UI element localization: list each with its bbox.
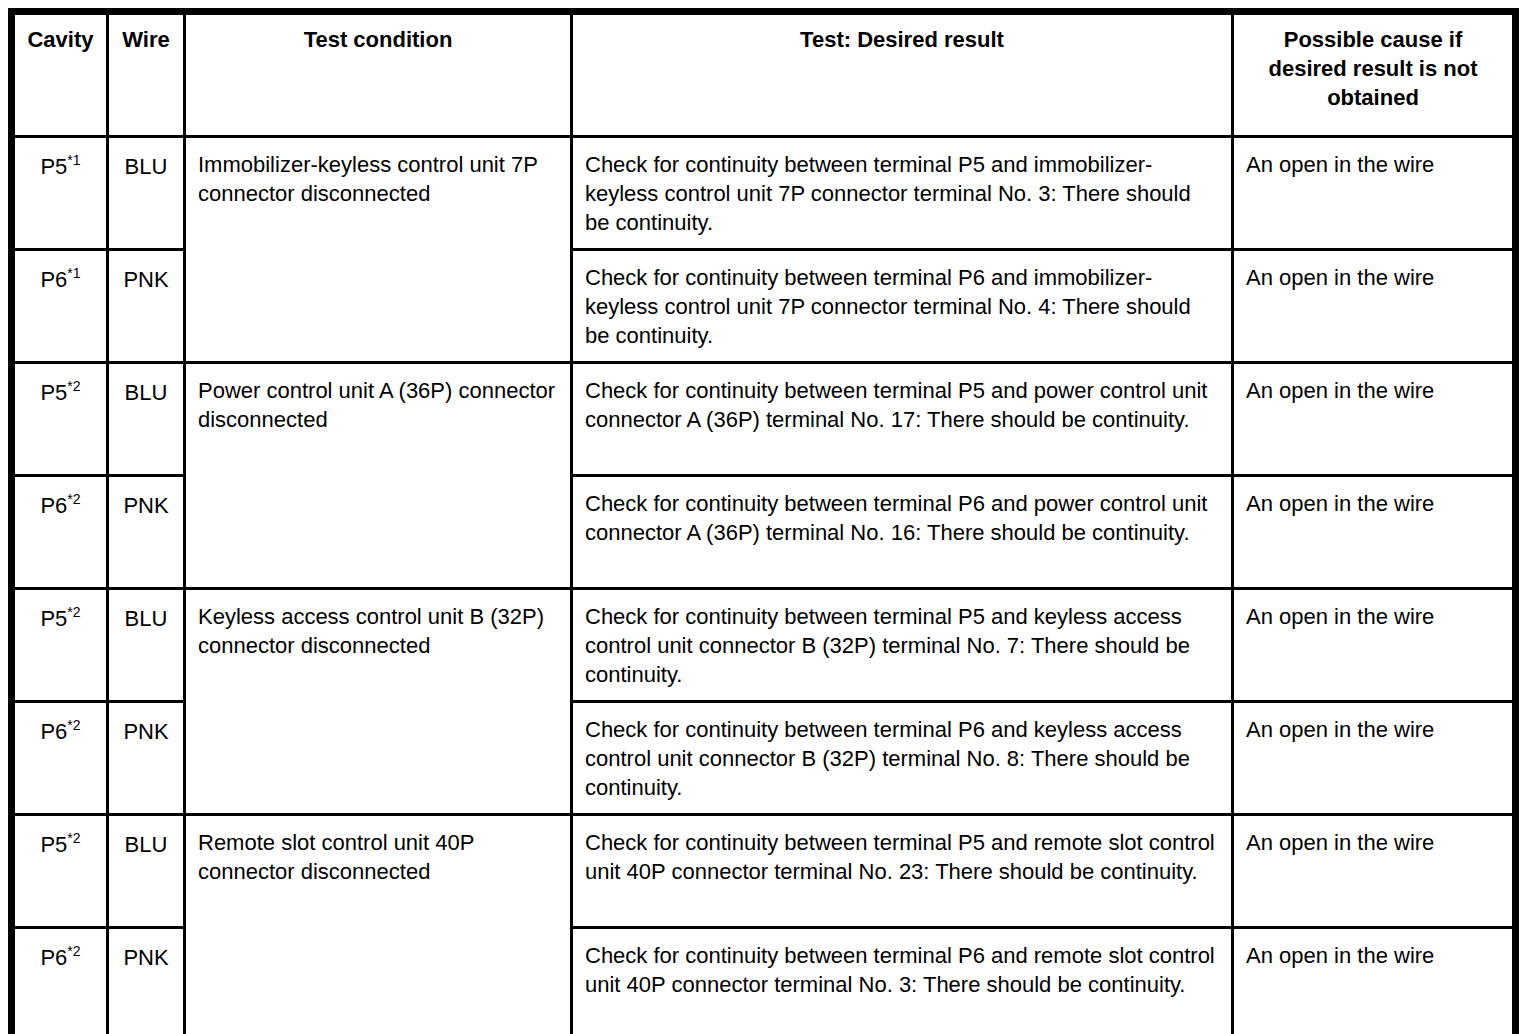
cavity-footnote-ref: *2 [67, 604, 80, 620]
cavity-footnote-ref: *2 [67, 943, 80, 959]
possible-cause-cell: An open in the wire [1233, 250, 1516, 363]
cavity-cell: P5*2 [12, 589, 108, 702]
possible-cause-cell: An open in the wire [1233, 589, 1516, 702]
cavity-footnote-ref: *2 [67, 830, 80, 846]
cavity-footnote-ref: *1 [67, 152, 80, 168]
col-header-wire: Wire [108, 12, 185, 137]
header-row: Cavity Wire Test condition Test: Desired… [12, 12, 1516, 137]
cavity-footnote-ref: *2 [67, 491, 80, 507]
cavity-cell: P5*1 [12, 137, 108, 250]
cavity-cell: P5*2 [12, 815, 108, 928]
test-condition-cell: Remote slot control unit 40P connector d… [185, 815, 572, 1034]
desired-result-cell: Check for continuity between terminal P5… [572, 589, 1233, 702]
col-header-possible-cause: Possible cause if desired result is not … [1233, 12, 1516, 137]
table-row: P5*2 BLU Remote slot control unit 40P co… [12, 815, 1516, 928]
wire-cell: BLU [108, 589, 185, 702]
cavity-value: P5 [40, 606, 67, 631]
test-condition-cell: Power control unit A (36P) connector dis… [185, 363, 572, 589]
col-header-desired-result: Test: Desired result [572, 12, 1233, 137]
desired-result-cell: Check for continuity between terminal P5… [572, 363, 1233, 476]
col-header-test-condition: Test condition [185, 12, 572, 137]
wire-cell: BLU [108, 815, 185, 928]
cavity-cell: P6*2 [12, 702, 108, 815]
cavity-cell: P5*2 [12, 363, 108, 476]
cavity-cell: P6*2 [12, 928, 108, 1034]
col-header-cavity: Cavity [12, 12, 108, 137]
table-row: P5*2 BLU Power control unit A (36P) conn… [12, 363, 1516, 476]
possible-cause-cell: An open in the wire [1233, 137, 1516, 250]
wire-cell: PNK [108, 928, 185, 1034]
cavity-value: P5 [40, 154, 67, 179]
wire-cell: PNK [108, 250, 185, 363]
desired-result-cell: Check for continuity between terminal P6… [572, 476, 1233, 589]
test-condition-cell: Immobilizer-keyless control unit 7P conn… [185, 137, 572, 363]
cavity-cell: P6*1 [12, 250, 108, 363]
desired-result-cell: Check for continuity between terminal P6… [572, 250, 1233, 363]
possible-cause-cell: An open in the wire [1233, 476, 1516, 589]
cavity-value: P6 [40, 493, 67, 518]
continuity-test-table: Cavity Wire Test condition Test: Desired… [8, 8, 1519, 1034]
possible-cause-cell: An open in the wire [1233, 363, 1516, 476]
possible-cause-cell: An open in the wire [1233, 928, 1516, 1034]
test-condition-cell: Keyless access control unit B (32P) conn… [185, 589, 572, 815]
wire-cell: BLU [108, 137, 185, 250]
cavity-value: P6 [40, 719, 67, 744]
cavity-value: P5 [40, 832, 67, 857]
cavity-value: P6 [40, 267, 67, 292]
table-row: P5*2 BLU Keyless access control unit B (… [12, 589, 1516, 702]
cavity-footnote-ref: *2 [67, 378, 80, 394]
desired-result-cell: Check for continuity between terminal P6… [572, 702, 1233, 815]
desired-result-cell: Check for continuity between terminal P5… [572, 815, 1233, 928]
wire-cell: PNK [108, 476, 185, 589]
cavity-footnote-ref: *2 [67, 717, 80, 733]
possible-cause-cell: An open in the wire [1233, 815, 1516, 928]
cavity-value: P6 [40, 945, 67, 970]
desired-result-cell: Check for continuity between terminal P5… [572, 137, 1233, 250]
cavity-footnote-ref: *1 [67, 265, 80, 281]
possible-cause-cell: An open in the wire [1233, 702, 1516, 815]
wire-cell: PNK [108, 702, 185, 815]
wire-cell: BLU [108, 363, 185, 476]
cavity-value: P5 [40, 380, 67, 405]
table-row: P5*1 BLU Immobilizer-keyless control uni… [12, 137, 1516, 250]
desired-result-cell: Check for continuity between terminal P6… [572, 928, 1233, 1034]
cavity-cell: P6*2 [12, 476, 108, 589]
